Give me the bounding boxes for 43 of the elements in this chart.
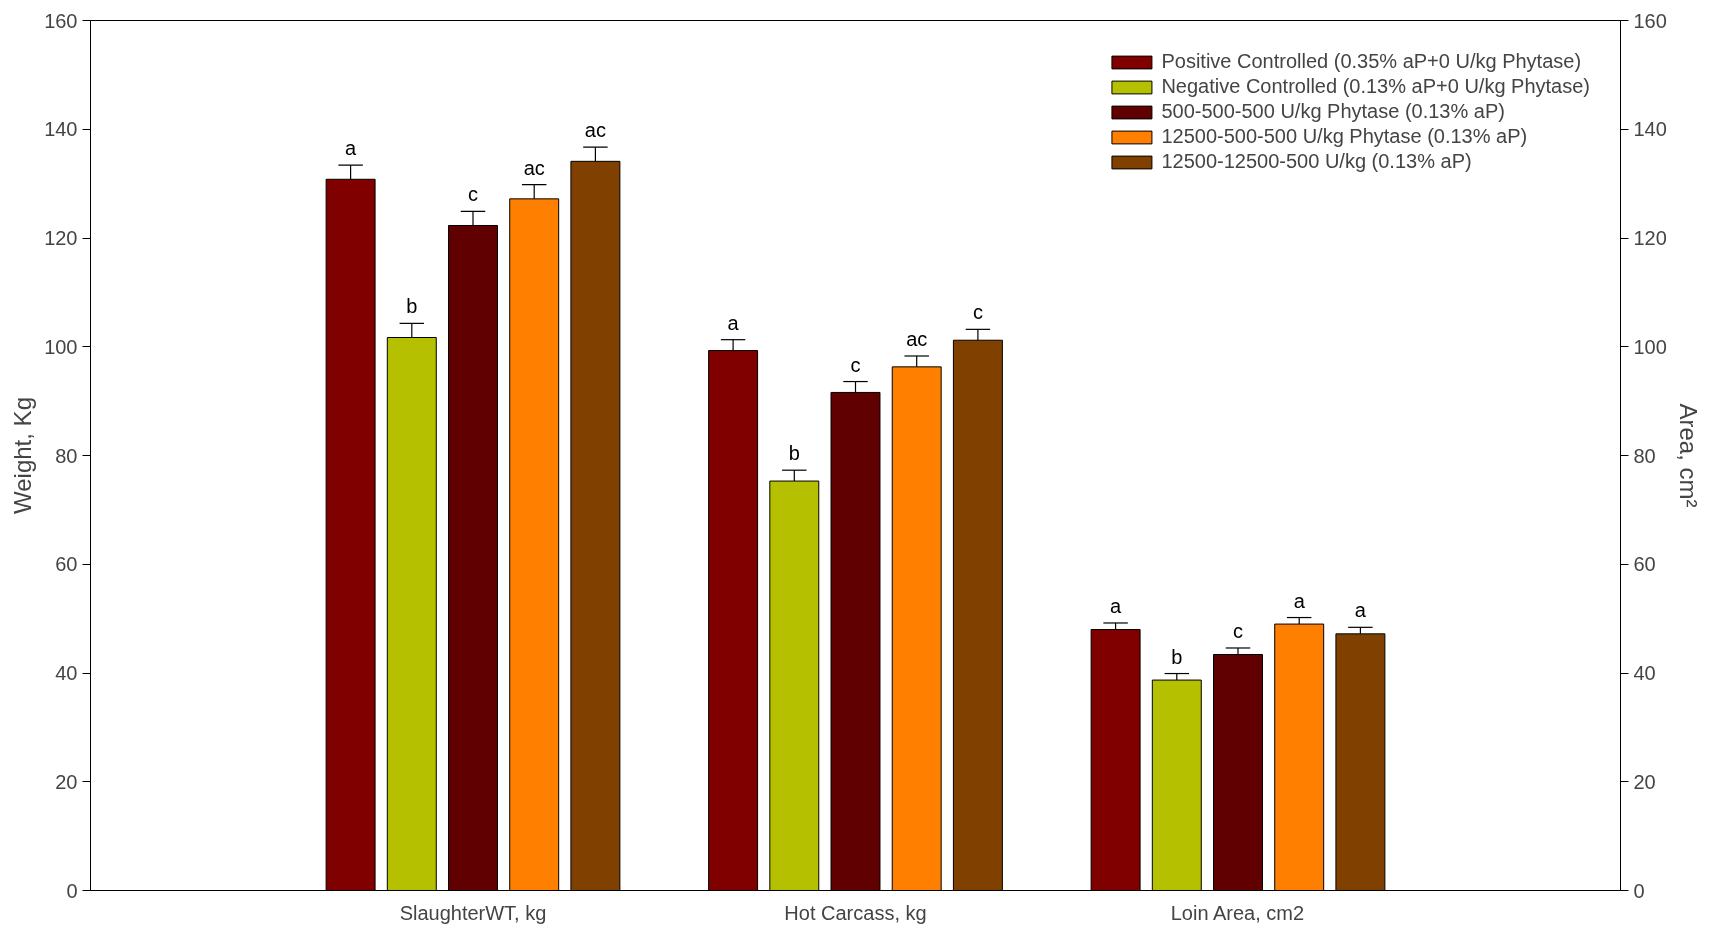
legend-label: Negative Controlled (0.13% aP+0 U/kg Phytase) [1161,75,1590,98]
y2-axis-title: Area, cm² [1674,403,1702,508]
data-label: a [1354,599,1367,622]
y2-tick-label: 160 [1633,9,1667,32]
x-tick-label: Loin Area, cm2 [1170,901,1305,924]
legend-label: Positive Controlled (0.35% aP+0 U/kg Phytase) [1161,50,1582,73]
y-tick-label: 60 [55,553,78,576]
y-axis-title: Weight, Kg [9,397,37,514]
y2-tick-label: 80 [1633,444,1656,467]
data-label: a [345,137,358,160]
data-label: ac [906,327,928,350]
y2-tick-label: 20 [1633,770,1656,793]
y-tick-label: 160 [44,9,78,32]
data-label: b [406,295,418,318]
data-label: c [468,183,478,206]
y2-tick-label: 0 [1633,879,1645,902]
data-label: a [1110,594,1123,617]
legend-label: 500-500-500 U/kg Phytase (0.13% aP) [1161,100,1505,123]
data-label: c [850,353,861,376]
y-tick-label: 120 [44,227,78,249]
data-label: ac [584,119,606,142]
y-tick-label: 20 [55,770,78,793]
x-tick-label: SlaughterWT, kg [399,901,547,924]
legend-label: 12500-12500-500 U/kg (0.13% aP) [1161,150,1472,173]
y2-tick-label: 140 [1633,118,1667,141]
y2-tick-label: 100 [1633,335,1667,358]
data-label: a [727,311,740,334]
y2-tick-label: 40 [1633,662,1656,684]
y-tick-label: 40 [55,662,78,684]
legend-label: 12500-500-500 U/kg Phytase (0.13% aP) [1161,125,1528,148]
data-label: a [1293,589,1306,612]
data-label: c [972,301,983,324]
y-tick-label: 80 [55,444,78,467]
data-label: c [1233,619,1243,642]
y-tick-label: 140 [44,118,78,141]
y2-tick-label: 60 [1633,553,1656,576]
y-tick-label: 100 [44,335,78,358]
x-tick-label: Hot Carcass, kg [784,901,927,924]
data-label: b [788,442,800,465]
y2-tick-label: 120 [1633,227,1667,249]
y-tick-label: 0 [66,879,78,902]
data-label: ac [523,156,545,179]
data-label: b [1171,645,1183,668]
